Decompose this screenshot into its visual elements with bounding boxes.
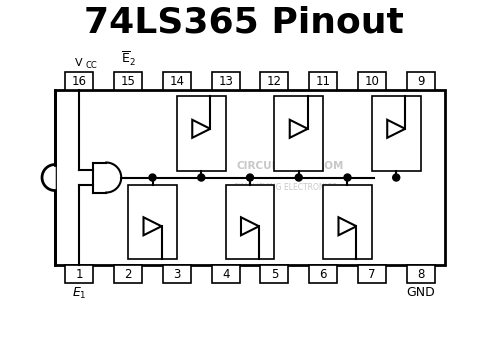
Text: 74LS365 Pinout: 74LS365 Pinout <box>84 5 404 39</box>
Circle shape <box>246 174 253 181</box>
Bar <box>407 72 435 90</box>
Polygon shape <box>339 217 356 235</box>
Text: 7: 7 <box>368 267 376 280</box>
Bar <box>372 96 421 171</box>
Text: 2: 2 <box>124 267 132 280</box>
Bar <box>358 72 386 90</box>
Bar <box>309 72 337 90</box>
Bar <box>212 265 240 283</box>
Bar <box>114 265 142 283</box>
Polygon shape <box>241 217 259 235</box>
Bar <box>358 265 386 283</box>
Circle shape <box>295 174 302 181</box>
Polygon shape <box>290 120 308 138</box>
Circle shape <box>149 174 156 181</box>
Bar <box>65 265 93 283</box>
Text: 1: 1 <box>76 267 83 280</box>
Polygon shape <box>42 165 55 190</box>
Polygon shape <box>143 217 162 235</box>
Text: 4: 4 <box>222 267 229 280</box>
Text: CC: CC <box>85 61 97 70</box>
Text: $E_1$: $E_1$ <box>72 286 87 301</box>
Text: CIRCUITS-DIY.COM: CIRCUITS-DIY.COM <box>236 161 344 171</box>
Bar <box>65 72 93 90</box>
Text: 6: 6 <box>319 267 327 280</box>
Text: GND: GND <box>406 286 435 299</box>
Text: 5: 5 <box>271 267 278 280</box>
Text: 10: 10 <box>365 75 379 87</box>
Bar <box>225 185 274 259</box>
Text: 16: 16 <box>72 75 87 87</box>
Bar <box>55 90 445 265</box>
Bar <box>177 96 225 171</box>
Text: 11: 11 <box>316 75 330 87</box>
Polygon shape <box>387 120 405 138</box>
Bar <box>407 265 435 283</box>
Bar <box>274 96 323 171</box>
Bar <box>212 72 240 90</box>
Bar <box>323 185 372 259</box>
Circle shape <box>393 174 400 181</box>
Circle shape <box>344 174 351 181</box>
Text: SIMPLIFYING ELECTRONICS: SIMPLIFYING ELECTRONICS <box>234 183 336 192</box>
Bar <box>114 72 142 90</box>
Bar <box>128 185 177 259</box>
Text: 15: 15 <box>121 75 136 87</box>
Text: 12: 12 <box>267 75 282 87</box>
Bar <box>261 72 288 90</box>
Polygon shape <box>192 120 210 138</box>
Text: V: V <box>75 58 82 68</box>
Text: 14: 14 <box>169 75 184 87</box>
Text: 13: 13 <box>218 75 233 87</box>
Bar <box>163 265 191 283</box>
Text: $\mathregular{\overline{E}_2}$: $\mathregular{\overline{E}_2}$ <box>121 50 136 68</box>
Bar <box>261 265 288 283</box>
Bar <box>309 265 337 283</box>
Text: 3: 3 <box>173 267 181 280</box>
Text: 9: 9 <box>417 75 425 87</box>
Circle shape <box>198 174 205 181</box>
Text: 8: 8 <box>417 267 424 280</box>
Bar <box>163 72 191 90</box>
